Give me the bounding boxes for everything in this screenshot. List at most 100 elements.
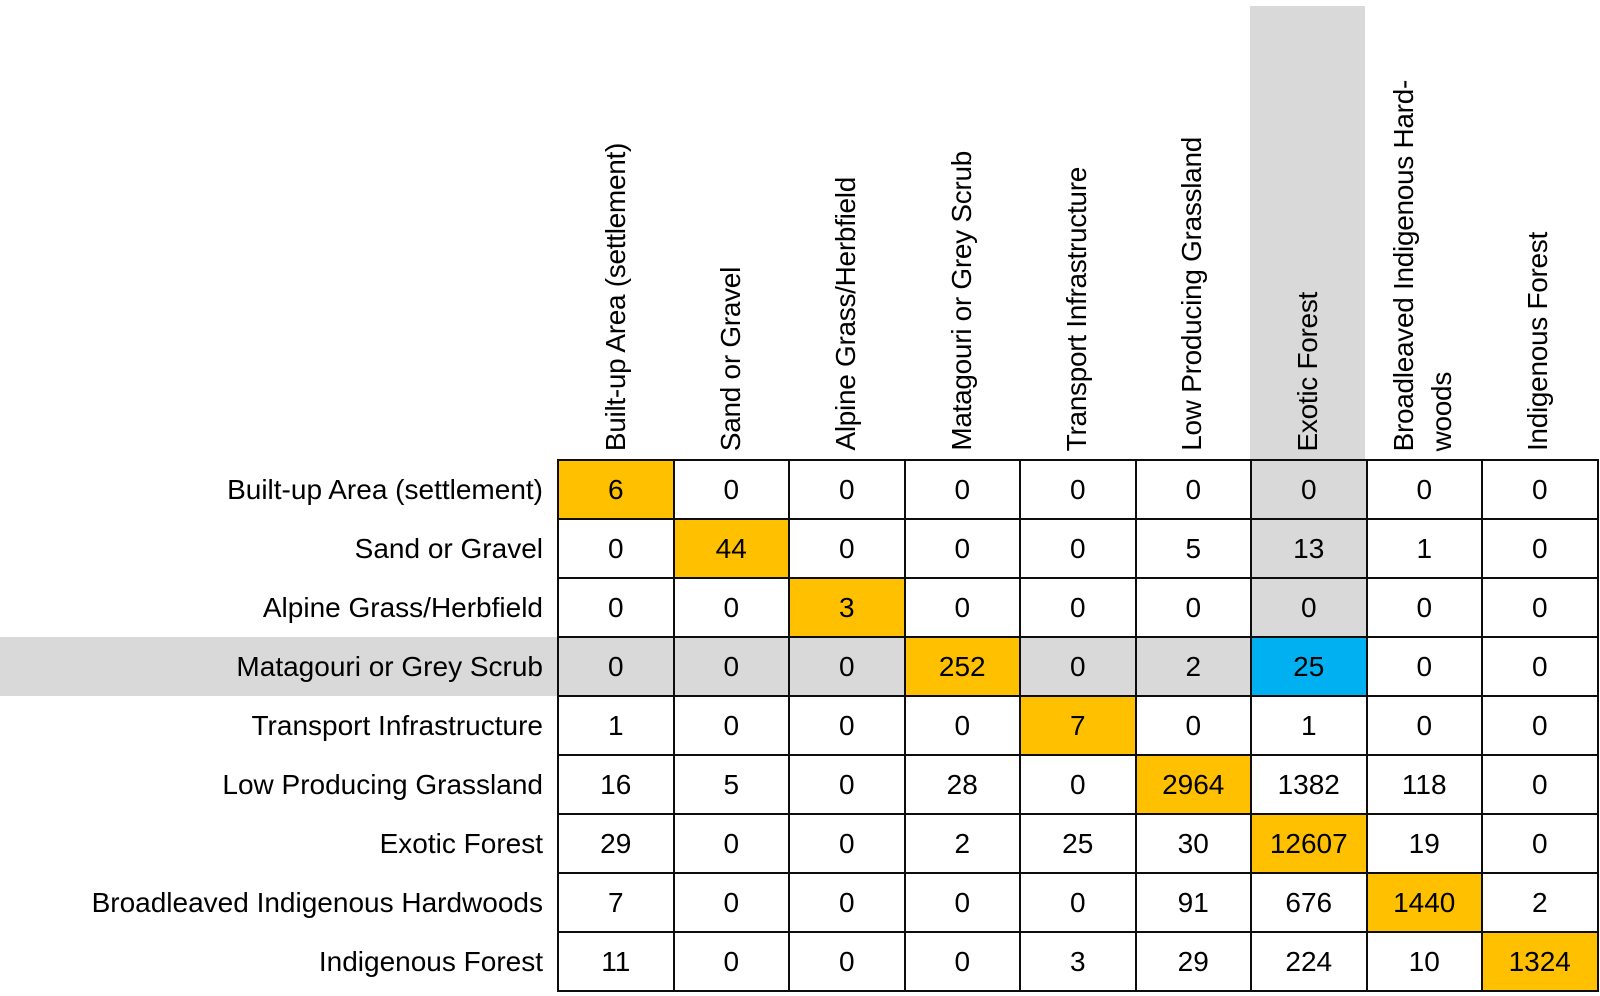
row-label-3: Matagouri or Grey Scrub: [0, 637, 558, 696]
matrix-cell-r7-c4: 0: [1019, 872, 1137, 933]
matrix-cell-r1-c4: 0: [1019, 518, 1137, 579]
matrix-cell-r3-c2: 0: [788, 636, 906, 697]
matrix-cell-r1-c7: 1: [1365, 518, 1483, 579]
matrix-cell-r4-c1: 0: [672, 695, 790, 756]
matrix-cell-r5-c6: 1382: [1250, 754, 1368, 815]
matrix-cell-r4-c0: 1: [557, 695, 675, 756]
matrix-cell-r6-c0: 29: [557, 813, 675, 874]
matrix-cell-r5-c8: 0: [1481, 754, 1599, 815]
matrix-cell-r2-c0: 0: [557, 577, 675, 638]
row-label-0: Built-up Area (settlement): [227, 473, 543, 505]
matrix-cell-r7-c1: 0: [672, 872, 790, 933]
matrix-cell-r8-c1: 0: [672, 931, 790, 992]
row-label-5: Low Producing Grassland: [222, 768, 543, 800]
table-row: Broadleaved Indigenous Hardwoods 7 0 0 0 0 91 6…: [0, 872, 1599, 933]
col-header-5: Low Producing Grassland: [1135, 0, 1250, 459]
matrix-cell-r6-c8: 0: [1481, 813, 1599, 874]
row-label-2: Alpine Grass/Herbfield: [262, 591, 543, 623]
row-label-4: Transport Infrastructure: [251, 709, 543, 741]
matrix-cell-r7-c2: 0: [788, 872, 906, 933]
matrix-cell-r1-c5: 5: [1134, 518, 1252, 579]
matrix-cell-r2-c3: 0: [903, 577, 1021, 638]
col-header-label: Indigenous Forest: [1522, 231, 1554, 451]
matrix-cell-r5-c1: 5: [672, 754, 790, 815]
col-header-label: Low Producing Grassland: [1176, 137, 1208, 451]
matrix-cell-r0-c1: 0: [672, 459, 790, 520]
col-header-1: Sand or Gravel: [673, 0, 788, 459]
matrix-cell-r2-c4: 0: [1019, 577, 1137, 638]
matrix-cell-r4-c2: 0: [788, 695, 906, 756]
matrix-cell-r7-c8: 2: [1481, 872, 1599, 933]
table-row: Matagouri or Grey Scrub 0 0 0 252 0 2 25 0 0: [0, 636, 1599, 697]
matrix-cell-r4-c7: 0: [1365, 695, 1483, 756]
matrix-cell-r7-c5: 91: [1134, 872, 1252, 933]
matrix-cell-r1-c6: 13: [1250, 518, 1368, 579]
matrix-cell-r8-c8: 1324: [1481, 931, 1599, 992]
matrix-cell-r0-c4: 0: [1019, 459, 1137, 520]
matrix-cell-r2-c8: 0: [1481, 577, 1599, 638]
matrix-cell-r0-c0: 6: [557, 459, 675, 520]
col-header-4: Transport Infrastructure: [1019, 0, 1134, 459]
matrix-cell-r5-c0: 16: [557, 754, 675, 815]
matrix-cell-r8-c0: 11: [557, 931, 675, 992]
col-header-label: Built-up Area (settlement): [599, 142, 631, 451]
matrix-cell-r3-c5: 2: [1134, 636, 1252, 697]
table-row: Low Producing Grassland 16 5 0 28 0 2964 1382 11…: [0, 754, 1599, 815]
matrix-cell-r8-c6: 224: [1250, 931, 1368, 992]
matrix-cell-r5-c2: 0: [788, 754, 906, 815]
matrix-cell-r3-c7: 0: [1365, 636, 1483, 697]
matrix-cell-r1-c2: 0: [788, 518, 906, 579]
matrix-cell-r3-c4: 0: [1019, 636, 1137, 697]
matrix-cell-r3-c3: 252: [903, 636, 1021, 697]
matrix-cell-r4-c4: 7: [1019, 695, 1137, 756]
col-header-label: Alpine Grass/Herbfield: [830, 177, 862, 451]
matrix-cell-r6-c4: 25: [1019, 813, 1137, 874]
matrix-cell-r6-c3: 2: [903, 813, 1021, 874]
col-header-7: Broadleaved Indigenous Hard- woods: [1365, 0, 1480, 459]
table-row: Sand or Gravel 0 44 0 0 0 5 13 1 0: [0, 518, 1599, 579]
matrix-cell-r6-c1: 0: [672, 813, 790, 874]
col-header-2: Alpine Grass/Herbfield: [789, 0, 904, 459]
matrix-cell-r2-c6: 0: [1250, 577, 1368, 638]
matrix-cell-r2-c1: 0: [672, 577, 790, 638]
column-highlight-band: [1249, 6, 1366, 459]
matrix-cell-r1-c1: 44: [672, 518, 790, 579]
col-header-8: Indigenous Forest: [1481, 0, 1596, 459]
transition-matrix-table: Built-up Area (settlement) 6 0 0 0 0 0 0 0 0 Sand …: [0, 459, 1599, 992]
matrix-cell-r8-c5: 29: [1134, 931, 1252, 992]
matrix-cell-r6-c2: 0: [788, 813, 906, 874]
matrix-cell-r7-c6: 676: [1250, 872, 1368, 933]
matrix-cell-r4-c8: 0: [1481, 695, 1599, 756]
matrix-cell-r7-c7: 1440: [1365, 872, 1483, 933]
table-row: Alpine Grass/Herbfield 0 0 3 0 0 0 0 0 0: [0, 577, 1599, 638]
matrix-cell-r0-c5: 0: [1134, 459, 1252, 520]
col-header-label: Sand or Gravel: [715, 266, 747, 451]
matrix-cell-r0-c2: 0: [788, 459, 906, 520]
matrix-cell-r2-c5: 0: [1134, 577, 1252, 638]
row-label-7: Broadleaved Indigenous Hardwoods: [91, 886, 543, 918]
column-headers: Built-up Area (settlement) Sand or Gravel…: [558, 0, 1596, 459]
matrix-cell-r0-c6: 0: [1250, 459, 1368, 520]
matrix-cell-r5-c5: 2964: [1134, 754, 1252, 815]
col-header-6: Exotic Forest: [1249, 0, 1366, 459]
matrix-cell-r8-c4: 3: [1019, 931, 1137, 992]
matrix-cell-r6-c6: 12607: [1250, 813, 1368, 874]
matrix-cell-r4-c5: 0: [1134, 695, 1252, 756]
matrix-cell-r1-c3: 0: [903, 518, 1021, 579]
col-header-label: Broadleaved Indigenous Hard- woods: [1388, 79, 1457, 451]
matrix-cell-r3-c1: 0: [672, 636, 790, 697]
matrix-cell-r5-c4: 0: [1019, 754, 1137, 815]
matrix-cell-r8-c3: 0: [903, 931, 1021, 992]
matrix-cell-r1-c0: 0: [557, 518, 675, 579]
matrix-cell-r1-c8: 0: [1481, 518, 1599, 579]
col-header-label: Exotic Forest: [1291, 291, 1323, 451]
matrix-cell-r6-c7: 19: [1365, 813, 1483, 874]
matrix-cell-r0-c3: 0: [903, 459, 1021, 520]
table-row: Transport Infrastructure 1 0 0 0 7 0 1 0 0: [0, 695, 1599, 756]
table-row: Built-up Area (settlement) 6 0 0 0 0 0 0 0 0: [0, 459, 1599, 520]
matrix-cell-r6-c5: 30: [1134, 813, 1252, 874]
col-header-0: Built-up Area (settlement): [558, 0, 673, 459]
matrix-cell-r2-c2: 3: [788, 577, 906, 638]
matrix-cell-r8-c7: 10: [1365, 931, 1483, 992]
